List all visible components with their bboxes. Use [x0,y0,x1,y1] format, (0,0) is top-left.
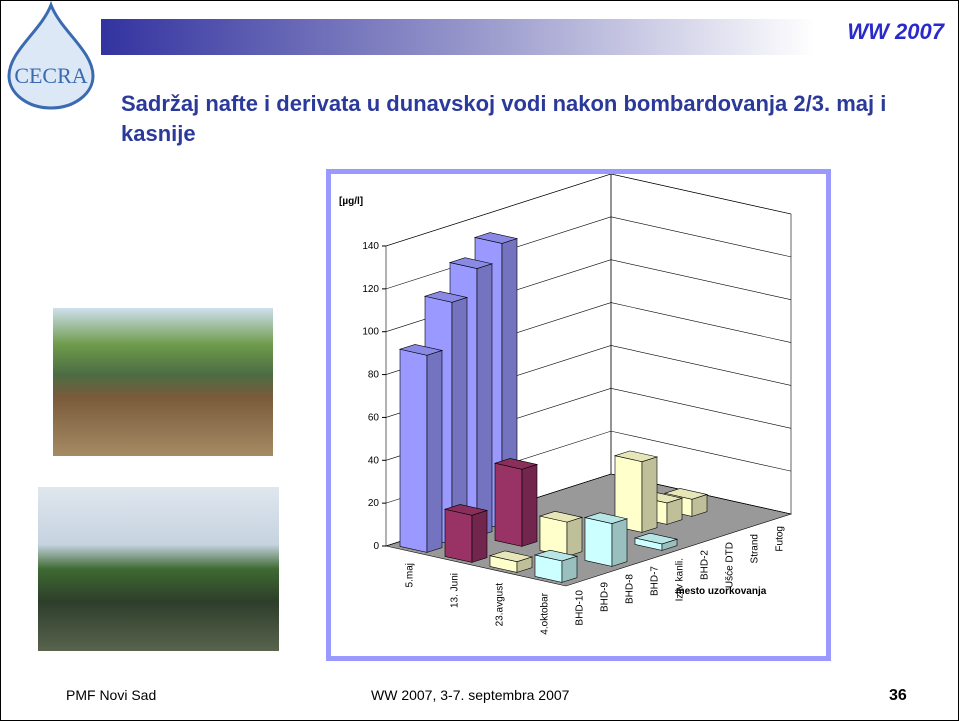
grid-line [386,174,791,246]
x-tick-label: Strand [750,534,761,563]
bar-side [472,510,487,562]
y-tick-label: 0 [373,541,379,552]
bar-side [642,457,657,533]
bar-front [445,509,472,562]
x-axis-label: mesto uzorkovanja [676,586,767,597]
bar-side [567,517,582,556]
bar-front [495,463,522,546]
y-tick-label: 20 [368,498,380,509]
header-bar [101,19,941,55]
bar-front [585,518,612,567]
photo [53,308,273,456]
x-tick-label: Futog [775,526,786,552]
slide-title: Sadržaj nafte i derivata u dunavskoj vod… [121,89,941,149]
logo-right: WW 2007 [847,19,944,45]
depth-label: 4.oktobar [540,592,551,634]
x-tick-label: BHD-8 [625,574,636,604]
logo-left: CECRA [1,1,101,111]
grid-line [386,217,791,289]
page-number: 36 [889,687,907,705]
logo-text: CECRA [14,63,87,88]
y-tick-label: 100 [362,327,379,338]
y-tick-label: 60 [368,412,380,423]
y-tick-label: 80 [368,370,380,381]
x-tick-label: BHD-10 [575,590,586,626]
x-tick-label: BHD-2 [700,550,711,580]
chart: 0 20 40 60 80 100 120 140 [µg/l] 5.maj 13. Juni 23.… [331,174,826,656]
footer-center: WW 2007, 3-7. septembra 2007 [371,687,569,703]
depth-label: 13. Juni [450,573,461,608]
bar-side [477,264,492,537]
bar-side [522,464,537,546]
x-tick-label: BHD-9 [600,582,611,612]
x-tick-label: Ušće DTD [725,542,736,588]
y-tick-label: 40 [368,455,380,466]
y-tick-label: 140 [362,241,379,252]
y-tick-label: 120 [362,284,379,295]
photo [38,487,279,651]
y-axis-label: [µg/l] [339,196,363,207]
bar-front [400,349,427,552]
slide: CECRA WW 2007 Sadržaj nafte i derivata u… [0,0,959,721]
footer-left: PMF Novi Sad [66,687,156,703]
x-tick-label: BHD-7 [650,566,661,596]
depth-label: 5.maj [405,563,416,587]
bar-front [540,516,567,556]
bar-side [612,519,627,567]
chart-frame: 0 20 40 60 80 100 120 140 [µg/l] 5.maj 13. Juni 23.… [326,169,831,661]
depth-label: 23.avgust [495,583,506,627]
bar-side [427,350,442,552]
